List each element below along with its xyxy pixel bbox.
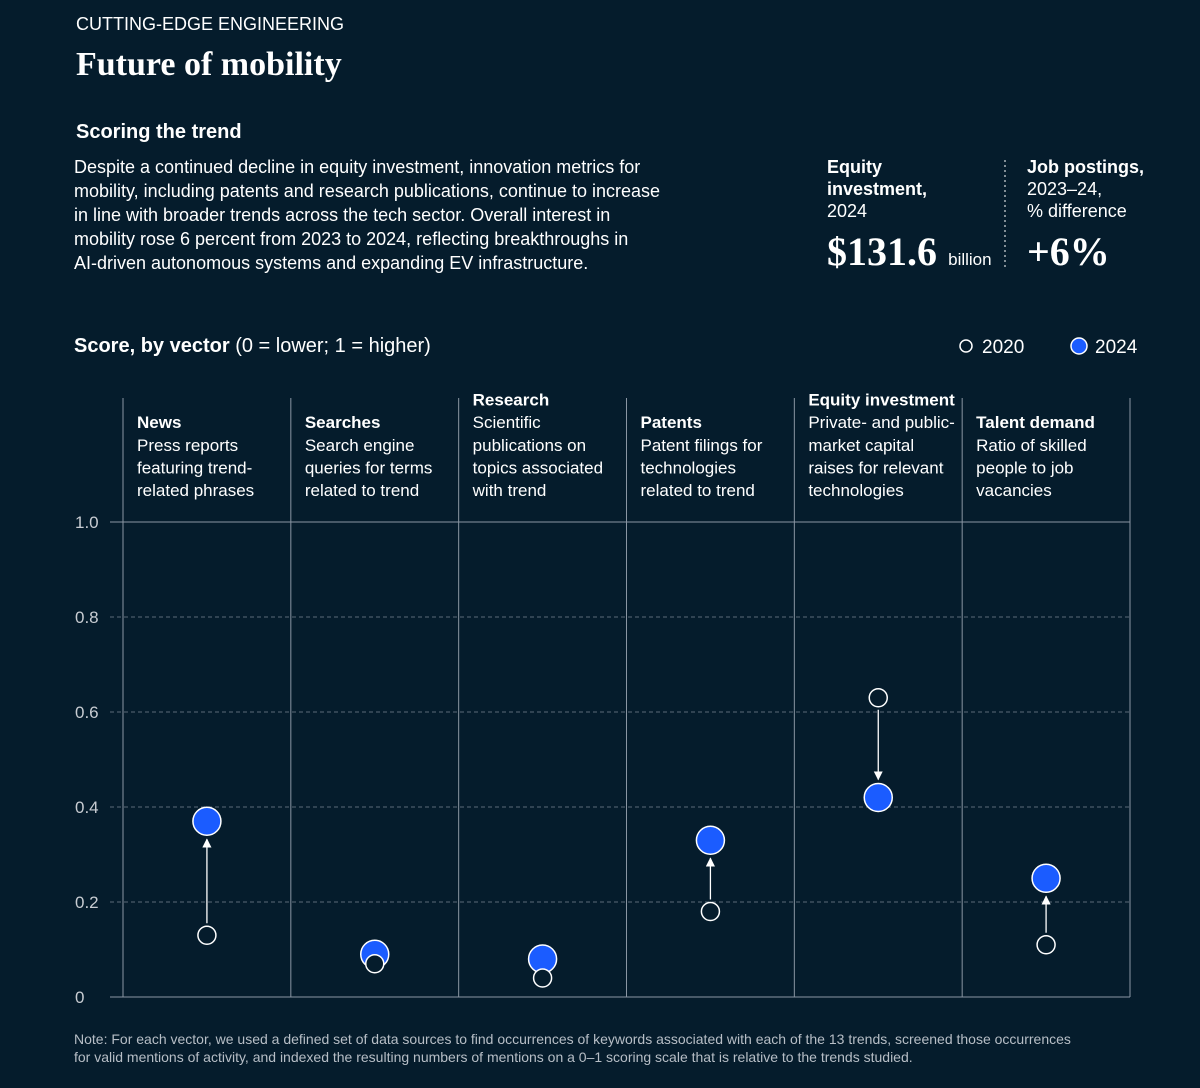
column-description: topics associated: [473, 458, 603, 477]
dot-2020: [365, 954, 385, 974]
column-description: Private- and public-: [808, 413, 954, 432]
title: Future of mobility: [76, 46, 342, 83]
dot-2020: [532, 968, 553, 988]
chart-title-main: Score, by vector: [74, 335, 230, 357]
column-name: Research: [473, 391, 550, 410]
eyebrow: CUTTING-EDGE ENGINEERING: [76, 14, 344, 34]
column-name: Equity investment: [808, 391, 955, 410]
dot-2020: [700, 901, 721, 922]
column-description: Patent filings for: [641, 436, 763, 455]
y-tick-label: 0.6: [75, 703, 99, 722]
column-description: Ratio of skilled: [976, 436, 1087, 455]
body-line: Despite a continued decline in equity in…: [74, 157, 640, 177]
legend-label: 2024: [1095, 337, 1138, 358]
chart-subtitle: (0 = lower; 1 = higher): [235, 335, 431, 357]
column-description: featuring trend-: [137, 458, 252, 477]
y-tick-label: 0.4: [75, 798, 99, 817]
column-description: technologies: [808, 481, 903, 500]
stat-value: +6%: [1027, 229, 1110, 274]
dot-2020: [868, 688, 888, 708]
column-description: publications on: [473, 436, 586, 455]
note: for valid mentions of activity, and inde…: [74, 1049, 913, 1065]
stat-unit: billion: [948, 250, 991, 269]
chart-title: Score, by vector (0 = lower; 1 = higher): [74, 335, 431, 357]
body-line: AI-driven autonomous systems and expandi…: [74, 253, 588, 273]
body-line: mobility rose 6 percent from 2023 to 202…: [74, 229, 628, 249]
column-description: related to trend: [305, 481, 419, 500]
column-description: raises for relevant: [808, 458, 943, 477]
column-description: market capital: [808, 436, 914, 455]
stat-value: $131.6: [827, 229, 937, 274]
dot-2024: [192, 806, 222, 836]
note: Note: For each vector, we used a defined…: [74, 1031, 1071, 1047]
column-name: Searches: [305, 413, 381, 432]
column-description: Search engine: [305, 436, 415, 455]
column-name: Talent demand: [976, 413, 1095, 432]
column-description: related phrases: [137, 481, 254, 500]
section-title: Scoring the trend: [76, 121, 242, 143]
column-description: queries for terms: [305, 458, 433, 477]
legend-swatch: [959, 339, 973, 353]
dot-2024: [695, 825, 726, 855]
dot-2020: [1036, 935, 1056, 955]
legend-label: 2020: [982, 337, 1024, 358]
y-tick-label: 1.0: [75, 513, 99, 532]
column-description: Scientific: [473, 413, 542, 432]
column-name: News: [137, 413, 181, 432]
y-tick-label: 0.2: [75, 893, 99, 912]
body-line: in line with broader trends across the t…: [74, 205, 610, 225]
legend-swatch: [1070, 337, 1088, 355]
stat-sublabel: % difference: [1027, 201, 1127, 221]
column-description: Press reports: [137, 436, 238, 455]
column-description: related to trend: [641, 481, 755, 500]
stat-value-group: $131.6 billion: [827, 229, 992, 274]
column-description: technologies: [641, 458, 736, 477]
stat-label: Job postings,: [1027, 157, 1144, 177]
dot-2024: [1031, 863, 1061, 893]
y-tick-label: 0.8: [75, 608, 99, 627]
column-description: vacancies: [976, 481, 1052, 500]
body-line: mobility, including patents and research…: [74, 181, 660, 201]
y-tick-label: 0: [75, 988, 84, 1007]
stat-sublabel: 2023–24,: [1027, 179, 1102, 199]
column-description: with trend: [472, 481, 547, 500]
column-description: people to job: [976, 458, 1073, 477]
dot-2024: [863, 782, 893, 813]
stat-sublabel: 2024: [827, 201, 867, 221]
stat-label: investment,: [827, 179, 927, 199]
stat-value-group: +6%: [1027, 229, 1110, 274]
column-name: Patents: [641, 413, 702, 432]
stat-label: Equity: [827, 157, 882, 177]
dot-2020: [197, 925, 217, 945]
